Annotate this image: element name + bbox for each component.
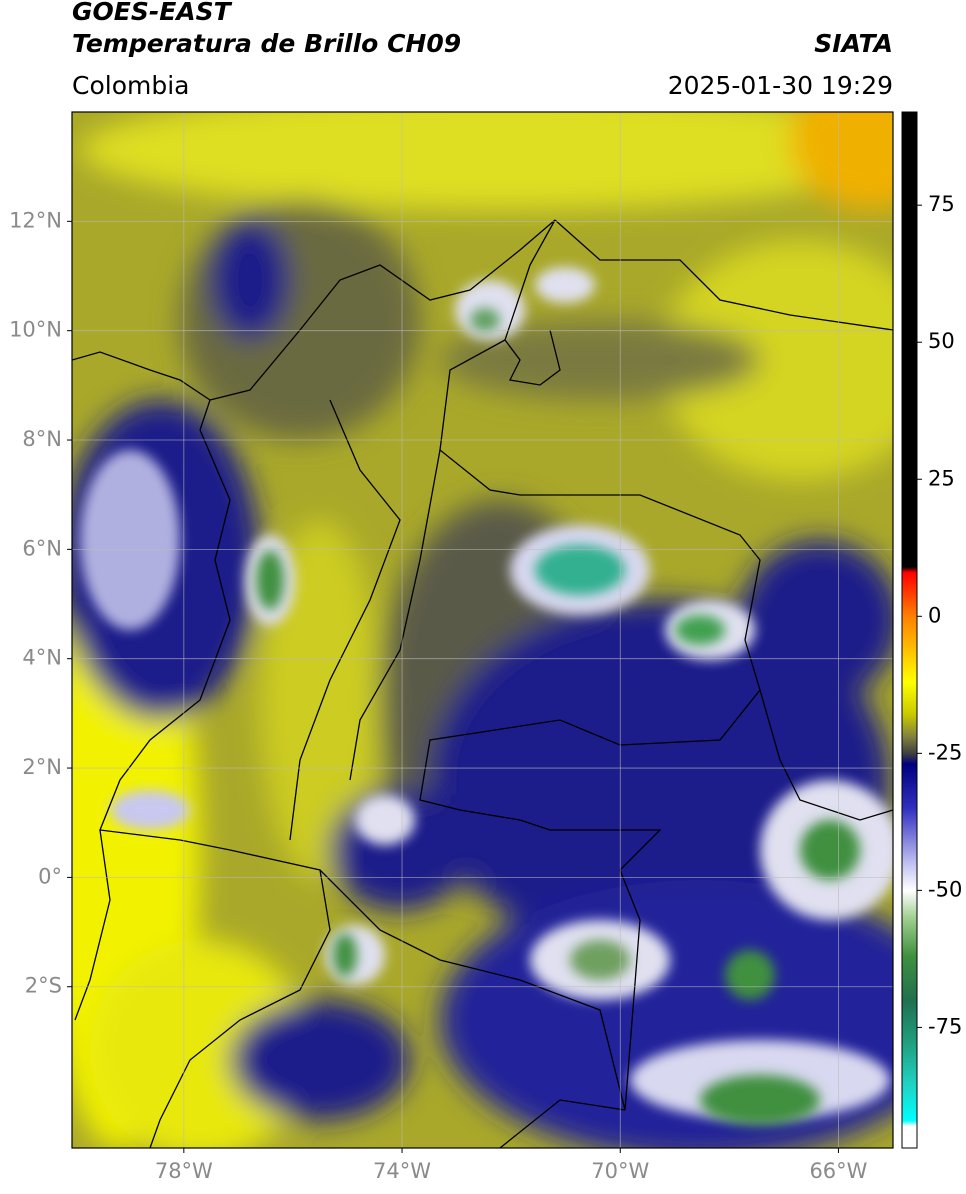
- colorbar-tick-label: -50: [928, 877, 962, 901]
- title: GOES-EAST: [72, 0, 233, 26]
- lat-tick-label: 6°N: [22, 536, 62, 560]
- colorbar-tick-label: 25: [928, 466, 955, 490]
- datetime: 2025-01-30 19:29: [668, 71, 893, 100]
- colorbar-tick-label: -75: [928, 1014, 962, 1038]
- source: SIATA: [814, 29, 893, 58]
- lon-tick-label: 70°W: [591, 1159, 649, 1183]
- satellite-image: [72, 112, 893, 1148]
- lat-tick-label: 8°N: [22, 427, 62, 451]
- borders: [72, 219, 893, 1148]
- lat-tick-label: 12°N: [9, 208, 62, 232]
- lon-tick-label: 74°W: [373, 1159, 431, 1183]
- title: Temperatura de Brillo CH09: [72, 29, 461, 58]
- lat-tick-label: 2°S: [25, 974, 62, 998]
- lat-tick-label: 4°N: [22, 646, 62, 670]
- colorbar-tick-label: 75: [928, 192, 955, 216]
- lon-tick-label: 78°W: [155, 1159, 213, 1183]
- lat-tick-label: 2°N: [22, 755, 62, 779]
- map-frame: [71, 111, 894, 1149]
- colorbar: [901, 111, 918, 1149]
- colorbar-tick-label: -25: [928, 740, 962, 764]
- region: Colombia: [72, 71, 189, 100]
- lat-tick-label: 10°N: [9, 318, 62, 342]
- colorbar-tick-label: 0: [928, 603, 941, 627]
- lon-tick-label: 66°W: [809, 1159, 867, 1183]
- colorbar-tick-label: 50: [928, 329, 955, 353]
- lat-tick-label: 0°: [38, 864, 62, 888]
